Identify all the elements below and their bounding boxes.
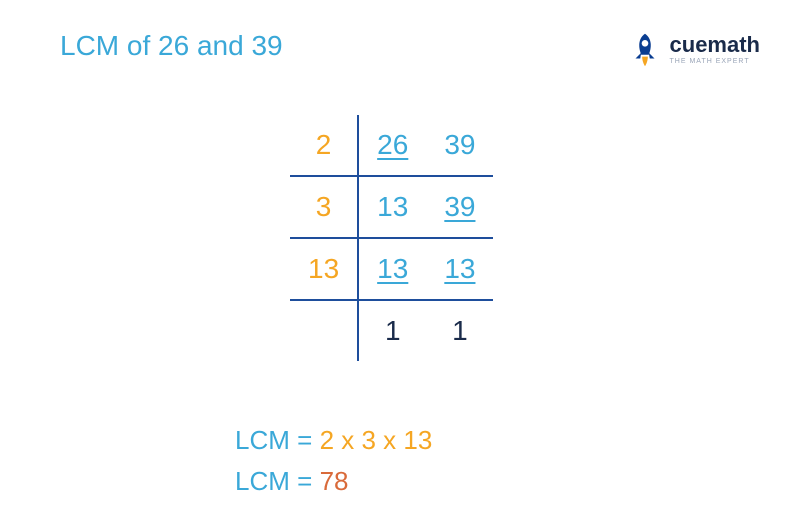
value-cell: 26 (358, 115, 426, 176)
lcm-label: LCM (235, 425, 290, 455)
division-row: 131313 (290, 238, 493, 300)
divisor-cell: 13 (290, 238, 358, 300)
lcm-value: 78 (320, 466, 349, 496)
division-row: 31339 (290, 176, 493, 238)
division-final-row: 11 (290, 300, 493, 361)
lcm-division-table: 226393133913131311 (290, 115, 493, 361)
division-row: 22639 (290, 115, 493, 176)
brand-logo: cuemath THE MATH EXPERT (626, 30, 760, 68)
lcm-expression: 2 x 3 x 13 (320, 425, 433, 455)
divisor-cell (290, 300, 358, 361)
brand-tagline: THE MATH EXPERT (670, 58, 760, 65)
value-cell: 1 (426, 300, 493, 361)
value-cell: 39 (426, 176, 493, 238)
brand-name: cuemath (670, 34, 760, 56)
divisor-cell: 2 (290, 115, 358, 176)
value-cell: 13 (358, 238, 426, 300)
value-cell: 1 (358, 300, 426, 361)
value-cell: 39 (426, 115, 493, 176)
rocket-icon (626, 30, 664, 68)
equals-sign: = (297, 466, 312, 496)
lcm-result-block: LCM = 2 x 3 x 13 LCM = 78 (235, 425, 432, 507)
lcm-label: LCM (235, 466, 290, 496)
page-title: LCM of 26 and 39 (60, 30, 283, 62)
value-cell: 13 (426, 238, 493, 300)
value-cell: 13 (358, 176, 426, 238)
divisor-cell: 3 (290, 176, 358, 238)
equals-sign: = (297, 425, 312, 455)
